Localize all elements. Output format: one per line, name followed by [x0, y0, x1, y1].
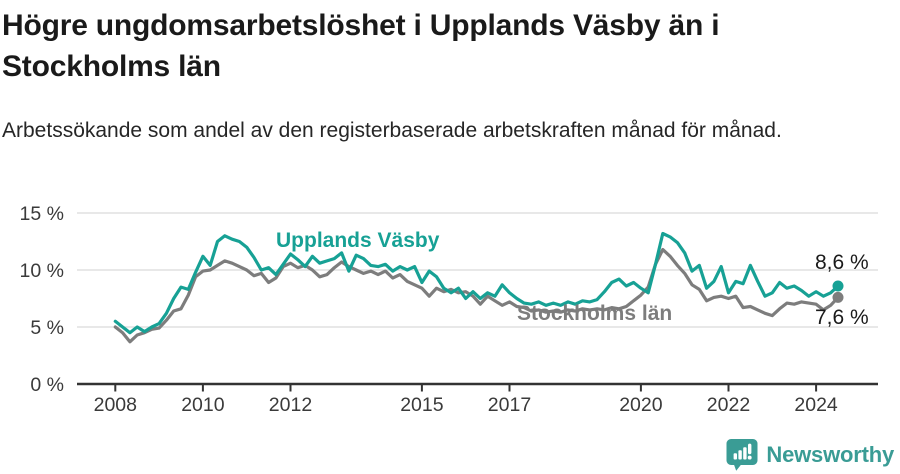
x-tick-label-2024: 2024 [794, 394, 838, 416]
page-title: Högre ungdomsarbetslöshet i Upplands Väs… [2, 9, 720, 83]
x-tick-label-2015: 2015 [400, 394, 444, 416]
x-tick-label-2017: 2017 [488, 394, 531, 416]
newsworthy-logo-icon [726, 439, 758, 471]
y-tick-label-15: 15 % [20, 203, 64, 225]
newsworthy-brand[interactable]: Newsworthy [726, 438, 894, 471]
y-tick-label-0: 0 % [30, 374, 64, 396]
series-line-stockholms-lan [113, 247, 840, 344]
x-tick-label-2022: 2022 [707, 394, 750, 416]
series-line-upplands-vasby [113, 231, 840, 335]
end-dot-upplands-vasby [832, 280, 844, 292]
newsworthy-wordmark: Newsworthy [766, 441, 894, 467]
x-tick-label-2012: 2012 [269, 394, 312, 416]
end-value-label-stockholms-lan: 7,6 % [815, 306, 869, 329]
end-value-label-upplands-vasby: 8,6 % [815, 251, 869, 274]
end-dot-stockholms-lan [832, 291, 844, 303]
y-tick-label-10: 10 % [20, 260, 64, 282]
x-tick-label-2010: 2010 [181, 394, 225, 416]
x-tick-label-2008: 2008 [94, 394, 137, 416]
chart-subtitle: Arbetssökande som andel av den registerb… [2, 119, 782, 142]
series-label-stockholms-lan: Stockholms län [517, 302, 673, 325]
y-tick-label-5: 5 % [30, 317, 64, 339]
x-tick-label-2020: 2020 [619, 394, 663, 416]
series-label-upplands-vasby: Upplands Väsby [276, 229, 440, 252]
